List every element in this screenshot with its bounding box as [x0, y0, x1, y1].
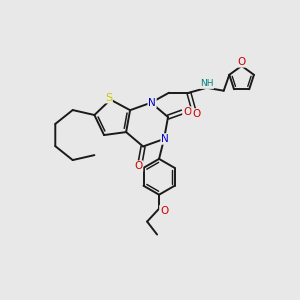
- Text: O: O: [238, 57, 246, 67]
- Text: N: N: [161, 134, 169, 144]
- Text: N: N: [148, 98, 156, 108]
- Text: S: S: [105, 93, 112, 103]
- Text: O: O: [192, 109, 200, 119]
- Text: O: O: [183, 107, 191, 117]
- Text: NH: NH: [200, 79, 214, 88]
- Text: O: O: [134, 161, 142, 171]
- Text: O: O: [160, 206, 168, 216]
